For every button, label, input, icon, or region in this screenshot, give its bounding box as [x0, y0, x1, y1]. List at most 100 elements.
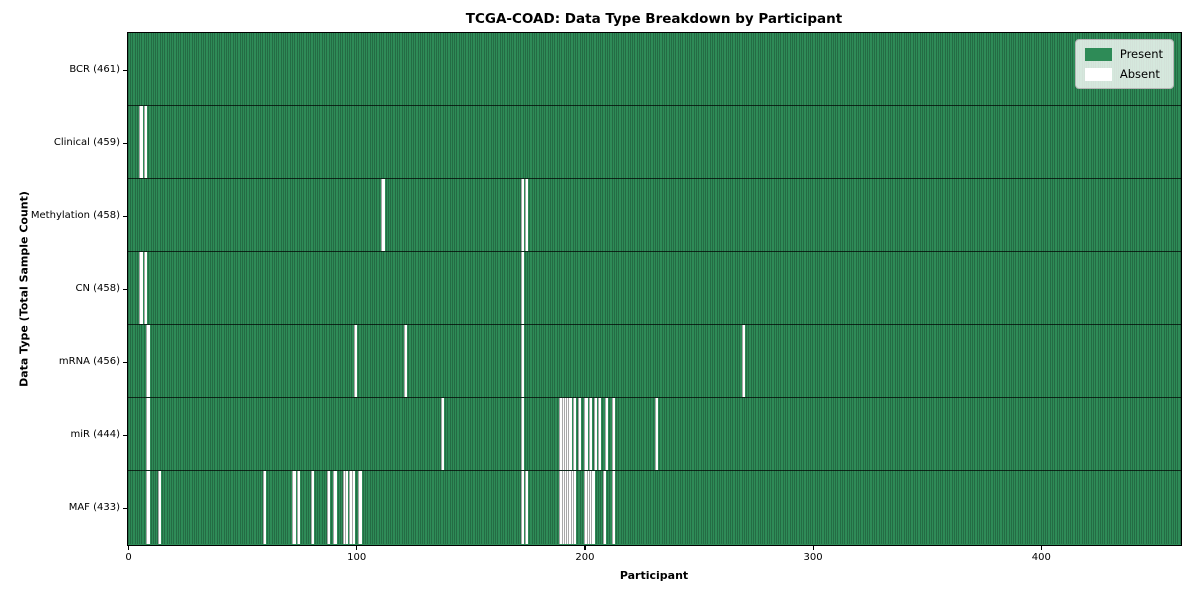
x-tick-label: 400: [1031, 551, 1051, 563]
absent-mark: [351, 471, 355, 544]
absent-mark: [561, 471, 565, 544]
legend-entry-present: Present: [1084, 47, 1163, 61]
absent-mark: [593, 398, 597, 470]
legend: Present Absent: [1074, 39, 1174, 89]
legend-label-present: Present: [1119, 47, 1163, 61]
y-tick: [123, 361, 127, 363]
y-tick: [123, 507, 127, 509]
absent-mark: [292, 471, 296, 544]
absent-mark: [326, 471, 330, 544]
x-tick-label: 100: [347, 551, 367, 563]
absent-mark: [296, 471, 301, 544]
x-tick-label: 0: [125, 551, 132, 563]
x-tick-label: 200: [575, 551, 595, 563]
absent-mark: [566, 471, 570, 544]
absent-mark: [655, 398, 659, 470]
row-methylation: [128, 179, 1181, 252]
absent-mark: [561, 398, 565, 470]
absent-mark: [559, 471, 563, 544]
absent-mark: [611, 471, 616, 544]
y-tick-label: miR (444): [70, 429, 120, 440]
x-tick: [812, 546, 814, 550]
absent-mark: [146, 325, 150, 397]
absent-mark: [358, 471, 362, 544]
y-tick: [123, 69, 127, 71]
absent-mark: [520, 179, 524, 251]
y-tick-label: Clinical (459): [53, 137, 120, 148]
y-tick-label: MAF (433): [68, 502, 120, 513]
absent-mark: [520, 398, 524, 470]
absent-mark: [525, 179, 529, 251]
absent-mark: [525, 471, 529, 544]
absent-mark: [262, 471, 266, 544]
absent-swatch-icon: [1084, 67, 1112, 81]
absent-mark: [604, 398, 609, 470]
absent-mark: [143, 252, 148, 324]
absent-mark: [440, 398, 444, 470]
absent-mark: [598, 398, 602, 470]
absent-mark: [143, 106, 148, 178]
plot-area: Present Absent: [127, 32, 1182, 546]
y-tick-label: BCR (461): [69, 64, 120, 75]
absent-mark: [381, 179, 385, 251]
row-bcr: [128, 33, 1181, 106]
absent-mark: [342, 471, 346, 544]
x-axis-label: Participant: [619, 569, 689, 582]
absent-mark: [611, 398, 616, 470]
absent-mark: [568, 471, 572, 544]
legend-label-absent: Absent: [1119, 67, 1160, 81]
absent-mark: [572, 471, 577, 544]
absent-mark: [588, 471, 593, 544]
y-tick-label: Methylation (458): [30, 210, 120, 221]
absent-mark: [577, 398, 581, 470]
absent-mark: [559, 398, 563, 470]
y-tick: [123, 215, 127, 217]
absent-mark: [353, 325, 358, 397]
absent-mark: [146, 471, 150, 544]
absent-mark: [602, 471, 606, 544]
absent-mark: [146, 398, 150, 470]
absent-mark: [520, 325, 524, 397]
absent-mark: [584, 471, 588, 544]
chart-title: TCGA-COAD: Data Type Breakdown by Partic…: [465, 11, 843, 27]
absent-mark: [520, 471, 524, 544]
absent-mark: [591, 471, 595, 544]
row-clinical: [128, 106, 1181, 179]
y-tick-label: mRNA (456): [58, 356, 120, 367]
absent-mark: [563, 471, 568, 544]
absent-mark: [584, 398, 588, 470]
legend-entry-absent: Absent: [1084, 67, 1163, 81]
absent-mark: [310, 471, 314, 544]
row-mir: [128, 398, 1181, 471]
absent-mark: [570, 471, 574, 544]
absent-mark: [563, 398, 568, 470]
x-tick: [356, 546, 358, 550]
x-tick: [1040, 546, 1042, 550]
absent-mark: [139, 106, 143, 178]
absent-mark: [344, 471, 349, 544]
row-maf: [128, 471, 1181, 544]
present-swatch-icon: [1084, 47, 1112, 61]
absent-mark: [520, 252, 524, 324]
absent-mark: [349, 471, 353, 544]
absent-mark: [586, 471, 590, 544]
y-tick: [123, 434, 127, 436]
absent-mark: [139, 252, 143, 324]
absent-mark: [588, 398, 593, 470]
absent-mark: [404, 325, 408, 397]
absent-mark: [741, 325, 746, 397]
x-tick: [128, 546, 130, 550]
absent-mark: [566, 398, 570, 470]
y-tick: [123, 288, 127, 290]
absent-mark: [572, 398, 577, 470]
absent-mark: [157, 471, 161, 544]
absent-mark: [333, 471, 337, 544]
x-tick: [584, 546, 586, 550]
x-tick-label: 300: [803, 551, 823, 563]
y-tick-label: CN (458): [75, 283, 120, 294]
row-mrna: [128, 325, 1181, 398]
row-cn: [128, 252, 1181, 325]
y-tick: [123, 142, 127, 144]
absent-mark: [568, 398, 572, 470]
